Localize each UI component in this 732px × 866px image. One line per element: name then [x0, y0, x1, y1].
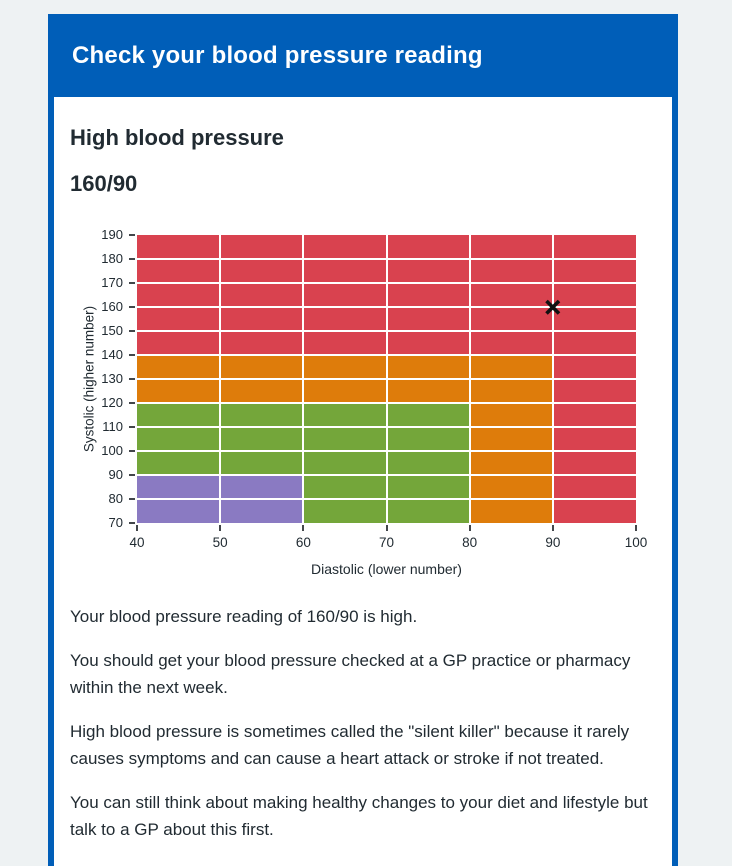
plot-area: 70 80 90 100 110 120 130 140 150 160 170 180 190 40 50… — [101, 227, 647, 550]
x-tick-100 — [635, 525, 637, 531]
result-summary-text: Your blood pressure reading of 160/90 is… — [70, 607, 418, 626]
x-tick-70 — [385, 525, 388, 531]
x-tick-label-100: 100 — [624, 535, 648, 550]
result-card: Check your blood pressure reading High b… — [48, 14, 678, 866]
x-tick-label-70: 70 — [378, 535, 395, 550]
y-tick-170 — [129, 281, 135, 284]
advice-check-text: You should get your blood pressure check… — [70, 651, 631, 697]
y-tick-label-180: 180 — [101, 250, 123, 266]
y-tick-label-110: 110 — [102, 418, 123, 434]
gridline-y-160 — [137, 306, 636, 308]
y-tick-label-140: 140 — [101, 347, 123, 362]
y-tick-80 — [129, 498, 135, 500]
blood-pressure-chart: Systolic (higher number) 70 80 90 100 110 120… — [70, 223, 656, 591]
gridline-y-100 — [137, 450, 636, 452]
gridline-y-90 — [137, 474, 636, 476]
result-category-heading: High blood pressure — [70, 125, 284, 150]
gridline-y-180 — [137, 257, 636, 260]
x-tick-label-60: 60 — [295, 535, 311, 550]
x-tick-90 — [551, 525, 554, 531]
x-tick-label-50: 50 — [212, 535, 228, 550]
y-tick-100 — [129, 450, 135, 452]
y-tick-70 — [129, 522, 135, 524]
y-tick-90 — [129, 474, 135, 476]
gridline-y-120 — [137, 402, 636, 404]
zone-high-right — [552, 355, 636, 523]
lifestyle-advice-text: You can still think about making healthy… — [70, 793, 648, 839]
y-tick-190 — [129, 234, 135, 236]
y-tick-label-80: 80 — [108, 491, 123, 506]
x-tick-50 — [219, 525, 222, 531]
x-tick-label-90: 90 — [545, 535, 561, 550]
y-tick-130 — [129, 378, 135, 380]
x-tick-60 — [302, 525, 305, 531]
y-tick-160 — [129, 306, 135, 308]
page-title: Check your blood pressure reading — [72, 41, 483, 69]
x-tick-label-80: 80 — [462, 535, 478, 550]
y-tick-label-170: 170 — [101, 274, 123, 290]
x-tick-80 — [468, 525, 471, 531]
y-tick-label-150: 150 — [101, 322, 123, 338]
silent-killer-text: High blood pressure is sometimes called … — [70, 722, 630, 768]
gridline-y-170 — [137, 281, 636, 284]
x-tick-label-40: 40 — [129, 535, 145, 550]
gridline-y-140 — [137, 354, 636, 356]
card-header: Check your blood pressure reading — [48, 14, 678, 97]
y-tick-110 — [129, 425, 135, 428]
y-tick-label-90: 90 — [108, 467, 123, 482]
gridline-y-130 — [137, 378, 636, 380]
y-tick-label-120: 120 — [101, 395, 123, 410]
x-tick-40 — [136, 525, 138, 531]
y-tick-140 — [129, 354, 135, 356]
y-tick-150 — [129, 329, 135, 332]
gridline-y-80 — [137, 498, 636, 500]
y-tick-120 — [129, 402, 135, 404]
y-tick-label-130: 130 — [101, 371, 123, 386]
y-tick-label-160: 160 — [101, 299, 123, 314]
result-reading-value: 160/90 — [70, 171, 138, 196]
x-axis-title: Diastolic (lower number) — [311, 561, 462, 577]
y-tick-label-190: 190 — [101, 227, 123, 242]
zone-slightly-raised-right — [469, 403, 553, 523]
y-tick-180 — [129, 257, 135, 260]
card-body: High blood pressure 160/90 Systolic (hig… — [48, 97, 678, 866]
reading-marker — [543, 298, 562, 317]
gridline-y-150 — [137, 329, 636, 332]
y-tick-label-100: 100 — [101, 443, 123, 458]
y-tick-label-70: 70 — [108, 515, 123, 530]
gridline-y-110 — [137, 425, 636, 428]
